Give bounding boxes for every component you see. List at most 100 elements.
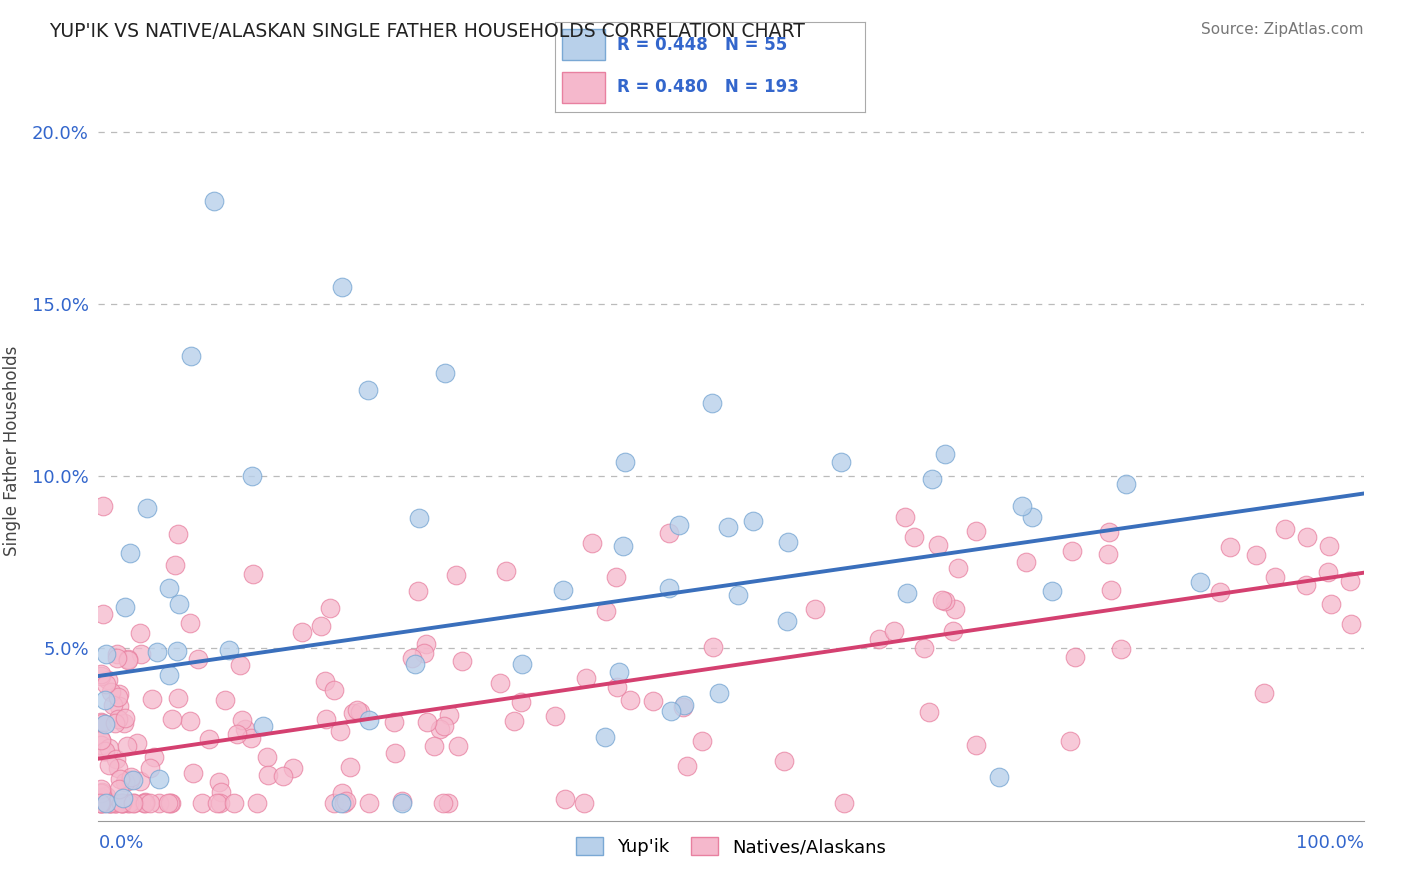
Point xyxy=(335,794,357,808)
Point xyxy=(117,653,139,667)
Point xyxy=(658,525,681,540)
Point xyxy=(432,797,454,811)
Point xyxy=(90,669,112,683)
Point xyxy=(834,797,856,811)
Point xyxy=(90,733,112,747)
Point xyxy=(214,693,236,707)
Point xyxy=(554,792,576,806)
Point xyxy=(104,716,127,731)
Point xyxy=(111,797,134,811)
Point xyxy=(702,640,724,655)
Point xyxy=(593,730,616,744)
Point xyxy=(1295,578,1317,592)
Point xyxy=(108,772,131,787)
Point xyxy=(346,703,368,717)
Point xyxy=(229,658,252,673)
Point xyxy=(209,785,232,799)
Point xyxy=(120,546,142,560)
Point xyxy=(1264,570,1286,584)
Point xyxy=(191,797,214,811)
Point xyxy=(921,472,943,486)
Point xyxy=(606,680,628,694)
Point xyxy=(136,500,159,515)
Point xyxy=(1188,574,1211,589)
Text: R = 0.448   N = 55: R = 0.448 N = 55 xyxy=(617,36,787,54)
Text: 0.0%: 0.0% xyxy=(98,834,143,852)
Point xyxy=(90,797,112,811)
Point xyxy=(439,707,461,722)
Point xyxy=(167,597,190,611)
Point xyxy=(90,782,112,797)
Point xyxy=(391,797,413,811)
Bar xyxy=(561,29,605,60)
Point xyxy=(896,586,918,600)
Point xyxy=(98,797,121,811)
Point xyxy=(114,711,136,725)
Point xyxy=(242,567,264,582)
Point xyxy=(180,349,202,363)
Point xyxy=(934,594,956,608)
Point xyxy=(89,797,111,811)
Point xyxy=(157,581,180,595)
Point xyxy=(90,786,112,800)
Point xyxy=(330,797,353,811)
Point xyxy=(93,717,117,731)
Point xyxy=(408,583,430,598)
Point xyxy=(357,383,380,397)
Point xyxy=(314,674,336,689)
Point xyxy=(100,797,122,811)
Point xyxy=(391,794,413,808)
Point xyxy=(218,643,240,657)
Point xyxy=(100,685,122,699)
Point xyxy=(93,797,115,811)
Point xyxy=(382,715,405,730)
Point xyxy=(98,741,121,756)
Point xyxy=(489,676,512,690)
Point xyxy=(342,706,364,720)
Point xyxy=(1059,734,1081,748)
Point xyxy=(231,713,253,727)
Point xyxy=(108,781,131,796)
Point xyxy=(1115,477,1137,491)
Point xyxy=(117,797,139,811)
Point xyxy=(776,615,799,629)
Point xyxy=(404,657,426,671)
Point xyxy=(741,514,763,528)
Point xyxy=(605,570,627,584)
Point xyxy=(139,761,162,775)
Point xyxy=(707,686,730,700)
Point xyxy=(139,797,162,811)
Point xyxy=(159,797,181,811)
Point xyxy=(96,647,118,661)
Point xyxy=(166,691,188,706)
Point xyxy=(281,761,304,775)
Point xyxy=(333,797,356,811)
Point xyxy=(717,519,740,533)
Point xyxy=(90,789,112,804)
Point xyxy=(1099,582,1122,597)
Point xyxy=(94,692,117,706)
Point xyxy=(104,797,127,811)
Point xyxy=(166,644,188,658)
Text: R = 0.480   N = 193: R = 0.480 N = 193 xyxy=(617,78,799,96)
Point xyxy=(675,759,697,773)
Point xyxy=(672,700,695,714)
Point xyxy=(202,194,225,208)
Point xyxy=(329,723,352,738)
Point xyxy=(157,668,180,682)
Point xyxy=(90,666,112,681)
Point xyxy=(134,795,156,809)
Point xyxy=(544,708,567,723)
Point xyxy=(384,746,406,760)
Point xyxy=(91,715,114,730)
Point xyxy=(551,582,574,597)
Point xyxy=(120,770,142,784)
Point xyxy=(510,657,533,671)
Point xyxy=(1295,530,1317,544)
Point xyxy=(1219,540,1241,554)
Point xyxy=(574,797,596,811)
Point xyxy=(619,692,641,706)
Point xyxy=(225,727,247,741)
Point xyxy=(107,690,129,705)
Point xyxy=(803,602,825,616)
